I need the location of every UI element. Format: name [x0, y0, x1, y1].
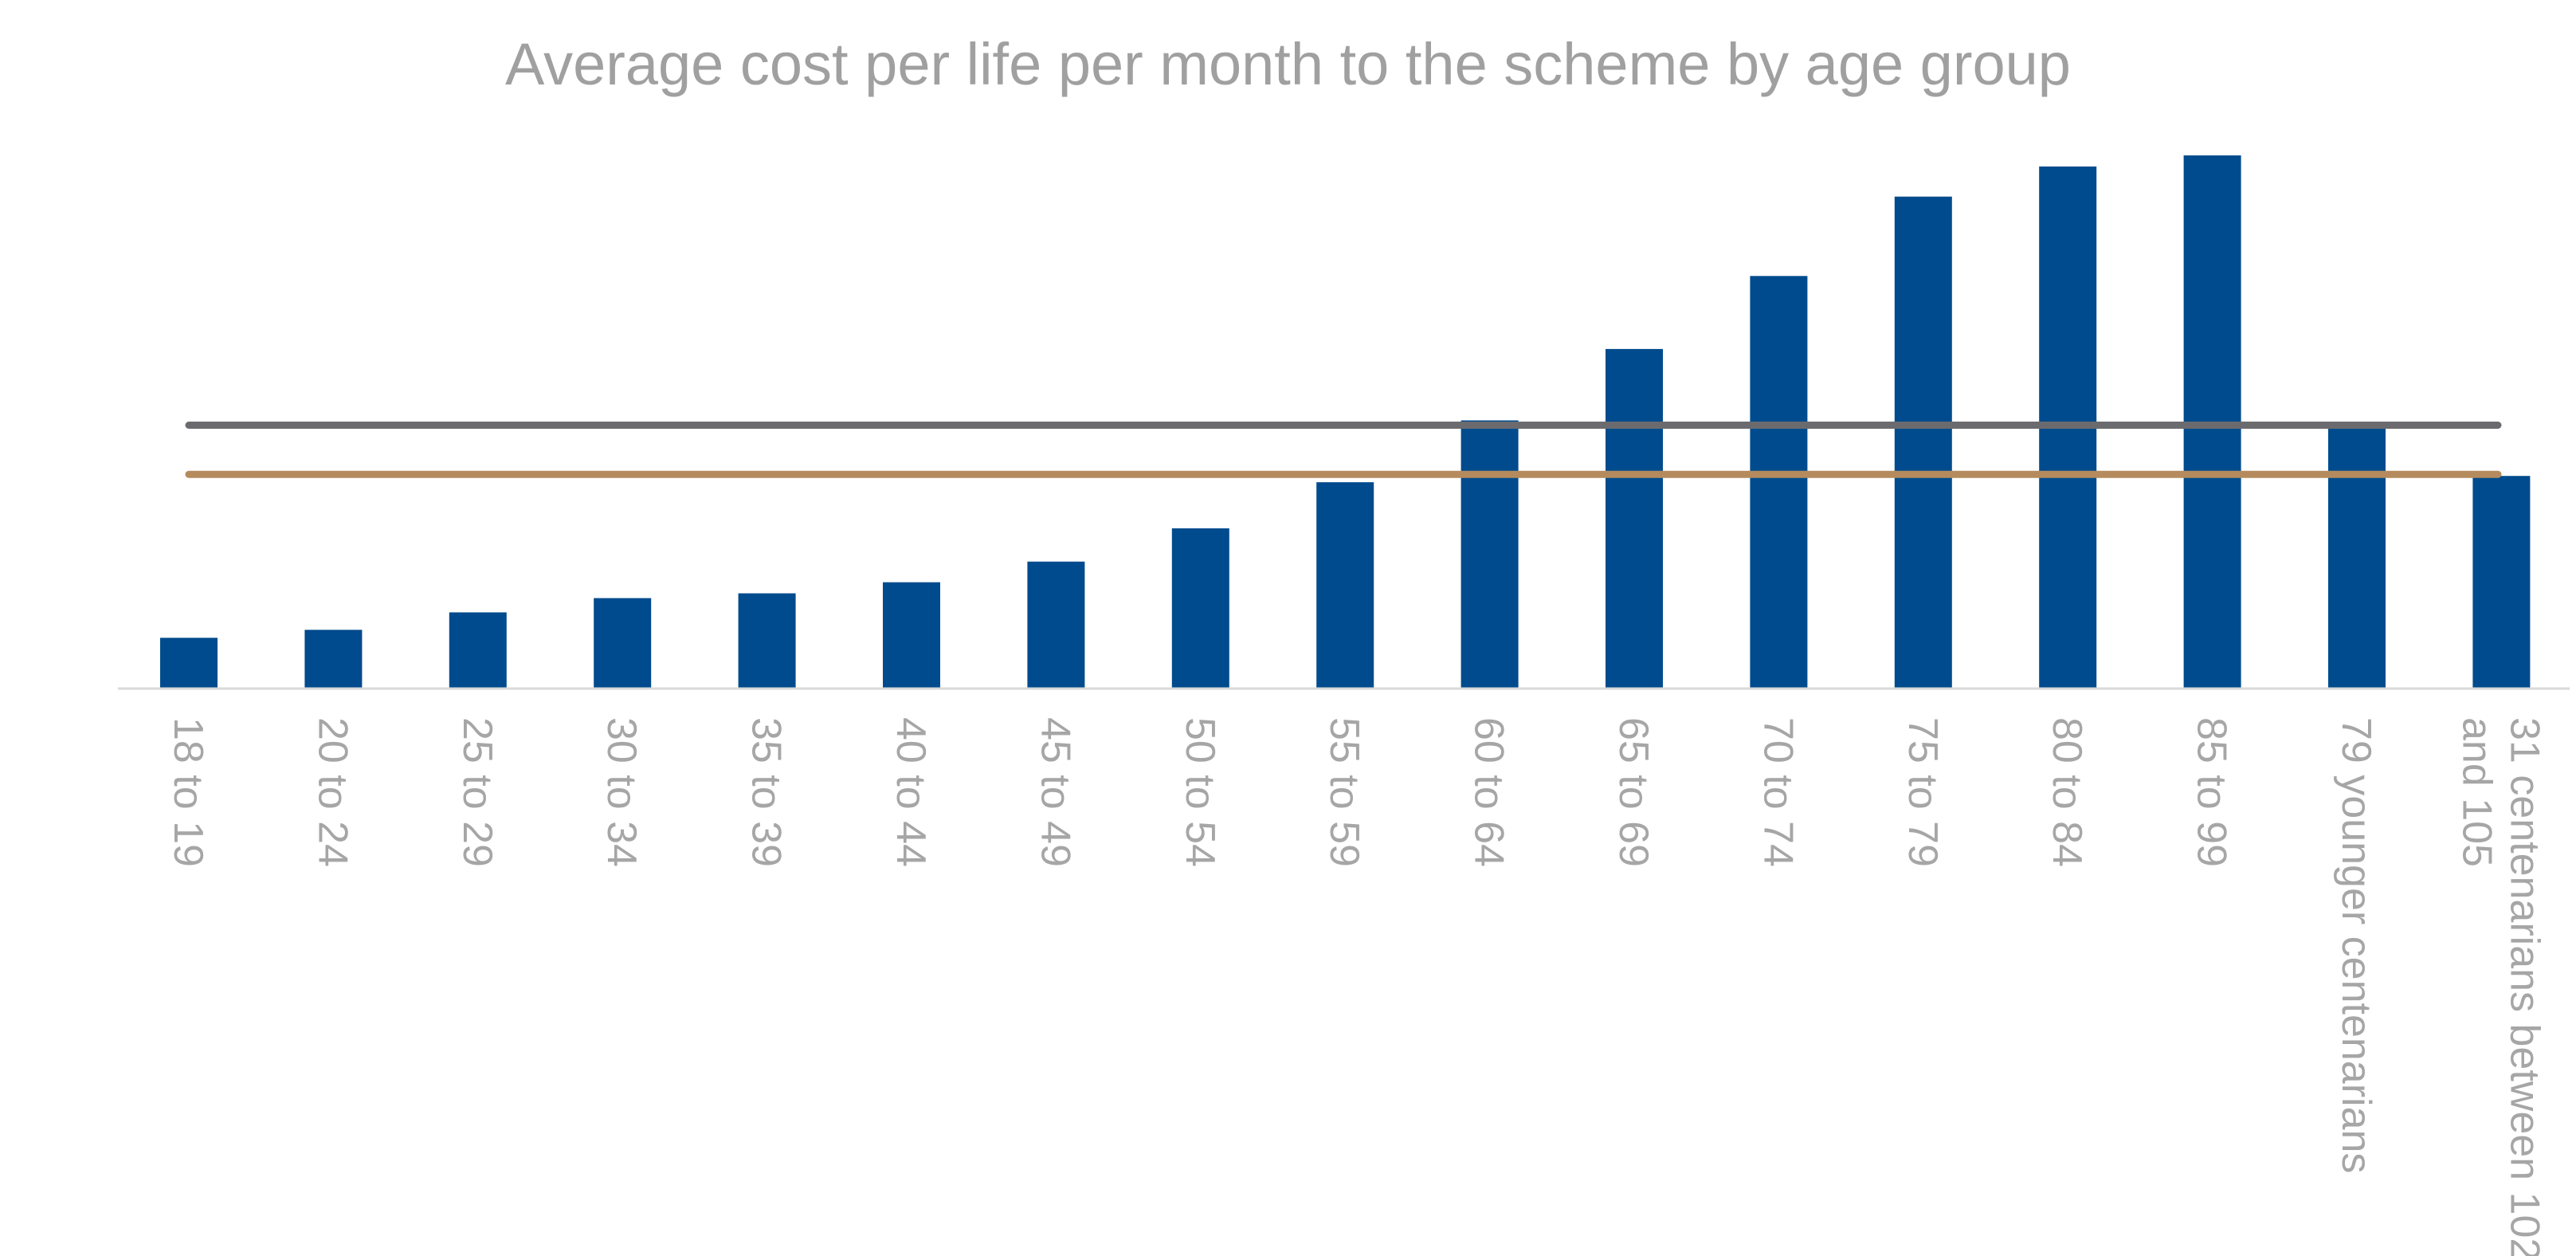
bar-10 [1606, 348, 1663, 689]
bar-3 [594, 598, 652, 689]
x-tick-label-16-line-1: and 105 [2453, 717, 2500, 867]
x-tick-label-14: 85 to 99 [2189, 717, 2235, 867]
x-tick-label-15: 79 younger centenarians [2333, 717, 2379, 1173]
x-tick-label-12: 75 to 79 [1900, 717, 1946, 867]
bar-15 [2328, 426, 2386, 689]
chart-title: Average cost per life per month to the s… [505, 31, 2071, 97]
x-tick-label-10: 65 to 69 [1610, 717, 1657, 867]
x-tick-label-16-line-0: 31 centenarians between 102 [2501, 717, 2547, 1256]
bar-9 [1461, 420, 1519, 689]
x-tick-label-0: 18 to 19 [165, 717, 211, 867]
x-tick-label-11: 70 to 74 [1755, 717, 1801, 867]
bar-4 [738, 593, 796, 689]
bar-1 [304, 630, 363, 689]
bar-2 [449, 612, 507, 689]
bar-6 [1027, 561, 1085, 689]
x-tick-label-13: 80 to 84 [2044, 717, 2090, 867]
bar-16 [2472, 476, 2531, 689]
bar-8 [1316, 482, 1374, 689]
x-tick-label-2: 25 to 29 [454, 717, 500, 867]
x-tick-label-9: 60 to 64 [1466, 717, 1512, 867]
x-tick-label-4: 35 to 39 [743, 717, 790, 867]
bar-12 [1894, 196, 1952, 689]
x-tick-label-6: 45 to 49 [1032, 717, 1078, 867]
x-tick-label-5: 40 to 44 [888, 717, 934, 867]
bar-7 [1171, 528, 1229, 689]
x-tick-label-1: 20 to 24 [309, 717, 355, 867]
bar-5 [883, 582, 940, 689]
x-tick-label-3: 30 to 34 [598, 717, 645, 867]
x-tick-label-7: 50 to 54 [1177, 717, 1223, 867]
bar-11 [1750, 276, 1808, 689]
bar-0 [160, 638, 218, 689]
x-tick-label-8: 55 to 59 [1321, 717, 1367, 867]
